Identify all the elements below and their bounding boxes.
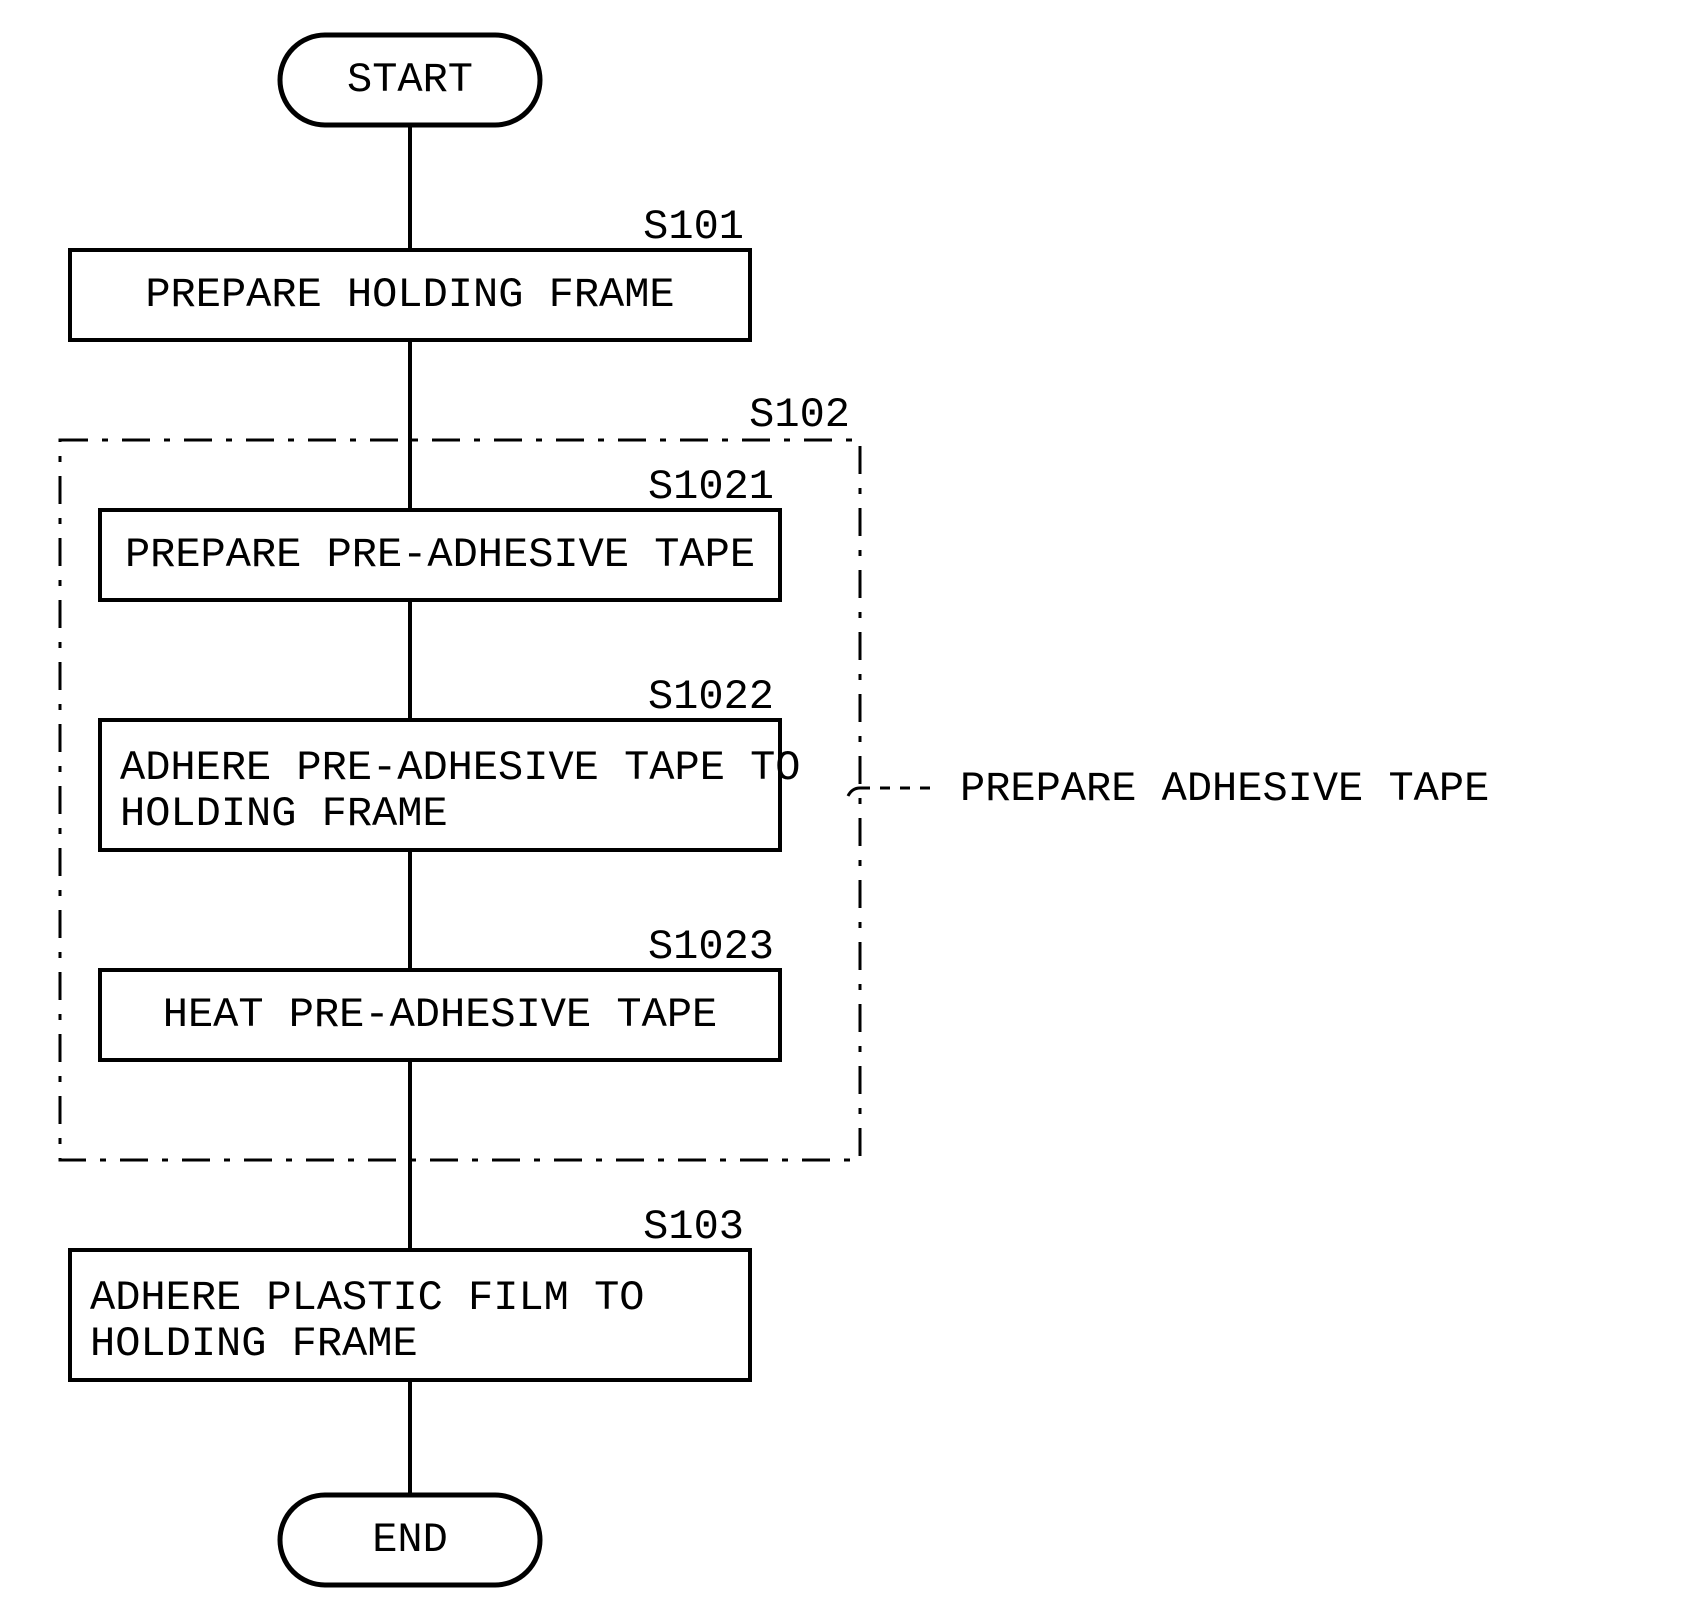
s1023-step-id: S1023	[648, 923, 774, 971]
s1021-label-line-0: PREPARE PRE-ADHESIVE TAPE	[125, 531, 755, 579]
s103-label-line-0: ADHERE PLASTIC FILM TO	[90, 1274, 645, 1322]
s103-step-id: S103	[643, 1203, 744, 1251]
s1022-label-line-0: ADHERE PRE-ADHESIVE TAPE TO	[120, 744, 801, 792]
s101-step-id: S101	[643, 203, 744, 251]
s1022-step-id: S1022	[648, 673, 774, 721]
group-leader-hook	[848, 788, 860, 796]
s1023-label-line-0: HEAT PRE-ADHESIVE TAPE	[163, 991, 718, 1039]
s103-label-line-1: HOLDING FRAME	[90, 1320, 418, 1368]
start-label: START	[347, 56, 473, 104]
group-callout-label: PREPARE ADHESIVE TAPE	[960, 765, 1489, 813]
end-label: END	[372, 1516, 448, 1564]
s101-label-line-0: PREPARE HOLDING FRAME	[145, 271, 674, 319]
group-step-id: S102	[749, 391, 850, 439]
s1021-step-id: S1021	[648, 463, 774, 511]
s1022-label-line-1: HOLDING FRAME	[120, 790, 448, 838]
